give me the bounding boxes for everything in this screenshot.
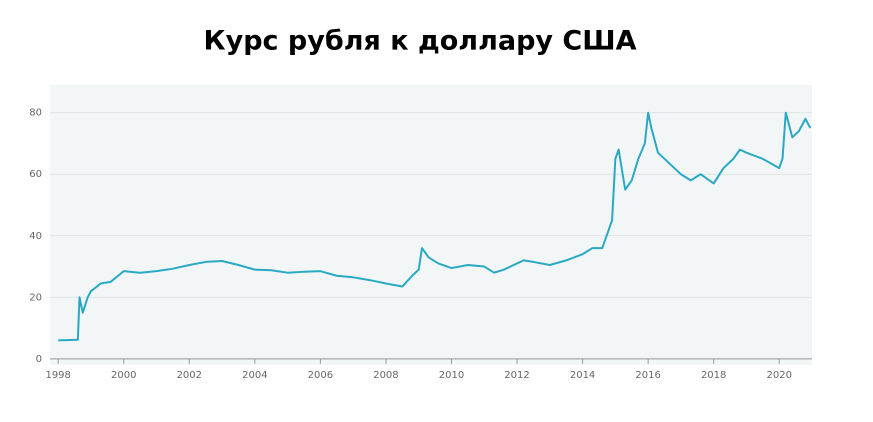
- x-tick-label: 2020: [766, 370, 791, 381]
- chart-title: Курс рубля к доллару США: [204, 26, 637, 57]
- x-tick-label: 2012: [504, 370, 529, 381]
- y-tick-label: 20: [29, 292, 42, 303]
- x-tick-label: 2014: [570, 370, 595, 381]
- y-tick-label: 40: [29, 231, 42, 242]
- y-tick-label: 0: [36, 354, 42, 365]
- x-tick-label: 2010: [439, 370, 464, 381]
- x-tick-label: 1998: [45, 370, 70, 381]
- x-tick-label: 2004: [242, 370, 267, 381]
- line: [58, 111, 812, 342]
- plot-area: [50, 85, 812, 365]
- x-tick-label: 2008: [373, 370, 398, 381]
- x-tick-label: 2016: [635, 370, 660, 381]
- x-tick-label: 2002: [177, 370, 202, 381]
- x-tick-label: 2006: [308, 370, 333, 381]
- x-tick-label: 2018: [701, 370, 726, 381]
- y-tick-label: 60: [29, 169, 42, 180]
- y-tick-label: 80: [29, 108, 42, 119]
- x-tick-label: 2000: [111, 370, 136, 381]
